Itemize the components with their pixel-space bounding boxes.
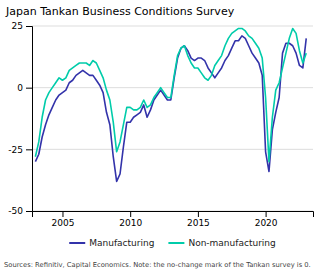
tick-mark [26,88,32,89]
tick: 2015 [187,211,210,228]
annotation: Sources: Refinitiv, Capital Economics. N… [4,261,311,269]
chart: 2005 2010 2015 2020 -50 -25 0 25 Japan Tankan Bu… [0,0,325,273]
tick-mark [62,211,63,217]
plot: 2005 2010 2015 2020 -50 -25 0 25 [8,21,313,228]
x-axis: 2005 2010 2015 2020 [33,211,314,228]
tick: 0 [17,83,32,93]
legend-swatch [69,242,85,244]
tick-label: -25 [8,145,23,155]
legend-item: Manufacturing [69,238,154,248]
lines [35,28,306,181]
legend-label: Manufacturing [89,238,154,248]
grid [32,26,313,211]
tick-label: -50 [8,206,23,216]
tick-label: 0 [17,83,23,93]
tick-label: 2020 [255,218,278,228]
tick-label: 25 [12,21,23,31]
title: Japan Tankan Business Conditions Survey [5,5,235,18]
legend-swatch [168,242,184,244]
tick-mark [26,211,32,212]
tick-mark [130,211,131,217]
tick: 25 [12,21,32,31]
grid-line [32,26,313,27]
tick-label: 2010 [119,218,142,228]
tick: 2010 [119,211,142,228]
tick-mark [266,211,267,217]
tick: 2020 [255,211,278,228]
tick: -50 [8,206,32,216]
legend-label: Non-manufacturing [188,238,275,248]
tick-label: 2015 [187,218,210,228]
line [35,28,306,161]
y-axis: -50 -25 0 25 [8,21,32,216]
tick: 2005 [52,211,75,228]
legend: Manufacturing Non-manufacturing [69,238,276,248]
tick-mark [26,26,32,27]
tick-mark [198,211,199,217]
axis-line [26,27,33,212]
tick: -25 [8,145,32,155]
tick-mark [26,149,32,150]
legend-item: Non-manufacturing [168,238,275,248]
axis-line [33,212,314,218]
tick-label: 2005 [52,218,75,228]
